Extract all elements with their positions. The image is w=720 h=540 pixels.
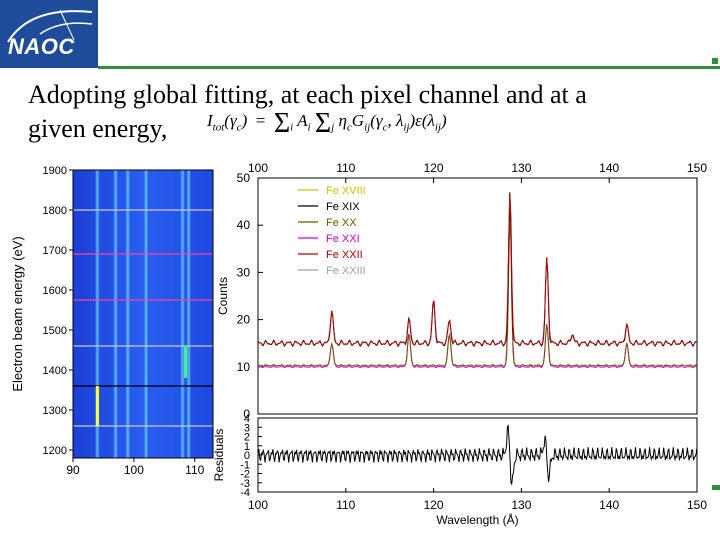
residuals-x-tick-label: 130 xyxy=(511,498,531,512)
heatmap-background xyxy=(73,170,213,458)
spectrum-y-tick-label: 50 xyxy=(237,171,251,185)
heatmap-y-tick-label: 1800 xyxy=(43,205,67,217)
residuals-curve xyxy=(257,424,698,485)
heatmap-y-axis-label: Electron beam energy (eV) xyxy=(10,236,25,391)
heatmap-x-tick-label: 100 xyxy=(124,463,144,477)
heatmap-streak-core xyxy=(96,170,99,458)
heatmap-y-tick-label: 1700 xyxy=(43,245,67,257)
legend-label: Fe XXII xyxy=(326,249,363,261)
corner-mark xyxy=(712,58,718,64)
model-curve-fe-xx xyxy=(257,211,697,367)
residuals-x-axis-label: Wavelength (Å) xyxy=(436,512,518,527)
logo-arc-graphic xyxy=(7,9,93,43)
spectrum-plot: 100 110 120 130 140 150 0 10 20 30 40 50 Counts Fe XV… xyxy=(216,161,707,421)
residuals-y-tick-label: 1 xyxy=(244,441,250,453)
heatmap-streak-core xyxy=(114,170,117,458)
legend-label: Fe XX xyxy=(326,217,357,229)
heatmap-y-tick-label: 1600 xyxy=(43,285,67,297)
logo-text: NAOC xyxy=(8,34,75,59)
spectrum-top-tick-label: 120 xyxy=(424,161,444,175)
residuals-y-tick-label: 3 xyxy=(244,422,250,434)
heatmap-frame xyxy=(72,169,214,459)
residuals-y-tick-label: 2 xyxy=(244,432,250,444)
spectrum-top-tick-label: 140 xyxy=(599,161,619,175)
residuals-y-axis-label: Residuals xyxy=(212,429,226,482)
residuals-x-tick-label: 120 xyxy=(424,498,444,512)
residuals-y-tick-label: -3 xyxy=(240,478,250,490)
residuals-y-tick-label: -4 xyxy=(240,487,250,499)
legend-label: Fe XVIII xyxy=(326,185,366,197)
spectrum-top-tick-label: 100 xyxy=(248,161,268,175)
heatmap-y-tick-label: 1900 xyxy=(43,165,67,177)
legend-label: Fe XXIII xyxy=(326,265,366,277)
legend-label: Fe XXI xyxy=(326,233,360,245)
heatmap-streak-core xyxy=(181,170,184,458)
residuals-y-tick-label: 0 xyxy=(244,450,250,462)
residuals-frame xyxy=(257,417,698,493)
residuals-y-tick-label: -2 xyxy=(240,469,250,481)
residuals-x-tick-label: 150 xyxy=(687,498,707,512)
spectrum-top-tick-label: 150 xyxy=(687,161,707,175)
caption-line-1: Adopting global fitting, at each pixel c… xyxy=(28,80,587,109)
heatmap-x-tick-label: 110 xyxy=(185,463,204,477)
caption-line-2: given energy, xyxy=(28,114,168,143)
formula: Itot(γc) = Σi Ai Σj ηcGij(γc, λij)ε(λij) xyxy=(207,108,447,139)
naoc-logo: NAOC xyxy=(0,0,98,68)
heatmap-x-tick-label: 90 xyxy=(66,463,80,477)
residuals-x-tick-label: 140 xyxy=(599,498,619,512)
residuals-y-tick-label: 4 xyxy=(244,413,250,425)
spectrum-top-tick-label: 110 xyxy=(336,161,355,175)
legend-label: Fe XIX xyxy=(326,201,360,213)
residuals-x-tick-label: 100 xyxy=(248,498,268,512)
spectrum-top-tick-label: 130 xyxy=(511,161,531,175)
spectrum-y-tick-label: 10 xyxy=(237,360,251,374)
spectrum-y-tick-label: 30 xyxy=(237,265,251,279)
side-mark xyxy=(712,485,720,490)
caption: Adopting global fitting, at each pixel c… xyxy=(28,78,587,146)
heatmap-y-tick-label: 1300 xyxy=(43,405,67,417)
header-divider xyxy=(98,66,720,69)
heatmap-y-tick-label: 1400 xyxy=(43,365,67,377)
residuals-x-tick-label: 110 xyxy=(336,498,355,512)
spectrum-y-axis-label: Counts xyxy=(216,277,230,315)
heatmap-streak-core xyxy=(126,170,129,458)
heatmap-y-tick-label: 1200 xyxy=(43,445,67,457)
residuals-y-tick-label: -1 xyxy=(240,459,250,471)
spectrum-y-tick-label: 0 xyxy=(243,407,250,421)
heatmap-y-tick-label: 1500 xyxy=(43,325,67,337)
spectrum-y-tick-label: 40 xyxy=(237,218,251,232)
spectrum-y-tick-label: 20 xyxy=(237,313,251,327)
heatmap-streak-core xyxy=(187,170,190,458)
heatmap-streak-core xyxy=(145,170,148,458)
fit-curve-fe-xxii xyxy=(257,192,697,347)
ebit-heatmap: 1900 1800 1700 1600 1500 1400 1300 1200 90 100 110… xyxy=(10,165,214,477)
spectrum-frame xyxy=(257,177,698,415)
